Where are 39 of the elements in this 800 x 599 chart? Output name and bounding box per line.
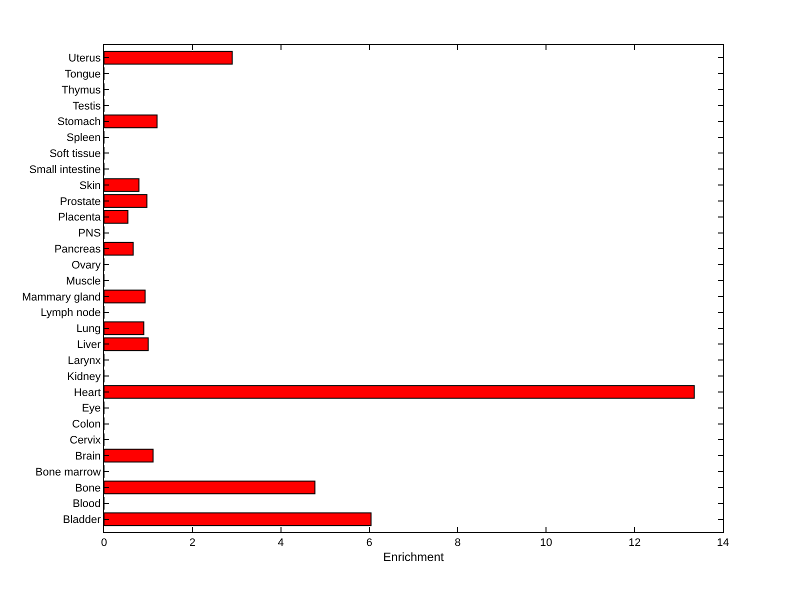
y-tick-label: Skin (79, 180, 101, 192)
y-tick-label: Kidney (67, 370, 102, 383)
x-tick-label: 12 (628, 537, 641, 550)
y-tick-label: Ovary (71, 259, 102, 272)
x-tick-label: 8 (454, 537, 461, 550)
y-tick-label: Bone (75, 482, 101, 494)
y-tick-label: Mammary gland (22, 291, 101, 304)
y-tick-label: Tongue (64, 68, 101, 80)
y-tick-label: Eye (82, 402, 101, 415)
y-tick-label: Soft tissue (49, 148, 101, 160)
y-tick-label: Bladder (62, 514, 102, 526)
y-tick-label: Uterus (68, 52, 102, 65)
y-tick-label: Larynx (68, 354, 102, 367)
x-tick-label: 2 (189, 537, 196, 550)
x-tick-label: 6 (366, 537, 372, 550)
y-tick-label: Liver (76, 339, 102, 352)
y-tick-label: Thymus (62, 84, 102, 96)
x-tick-label: 14 (716, 537, 730, 550)
y-tick-label: Bone marrow (35, 466, 101, 478)
y-tick-label: Lymph node (40, 307, 101, 320)
y-tick-label: Muscle (66, 275, 101, 288)
y-tick-label: PNS (78, 228, 101, 240)
y-tick-label: Colon (72, 418, 101, 431)
x-axis-title: Enrichment (383, 550, 445, 564)
y-tick-label: Stomach (57, 116, 101, 128)
y-tick-label: Prostate (60, 196, 101, 208)
x-tick-label: 4 (278, 537, 284, 550)
y-tick-label: Testis (72, 100, 102, 112)
x-tick-label: 0 (100, 537, 108, 550)
y-tick-label: Heart (74, 386, 101, 399)
y-tick-label: Placenta (58, 212, 102, 224)
y-tick-label: Brain (75, 450, 101, 462)
y-tick-label: Spleen (66, 132, 101, 144)
x-tick-label: 10 (540, 537, 552, 550)
y-tick-label: Pancreas (54, 244, 102, 256)
y-tick-label: Small intestine (29, 164, 101, 176)
y-tick-label: Cervix (70, 434, 102, 447)
y-tick-label: Blood (72, 498, 101, 510)
y-tick-label: Lung (76, 323, 101, 336)
